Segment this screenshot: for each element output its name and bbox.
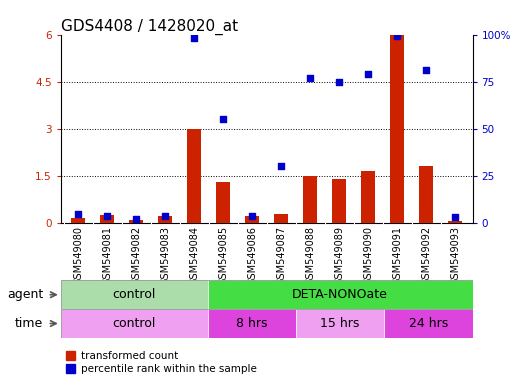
Bar [208,309,296,338]
Point [277,163,285,169]
Text: DETA-NONOate: DETA-NONOate [292,288,388,301]
Bar [245,217,259,223]
Text: control: control [112,317,156,330]
Bar [274,214,288,223]
Text: GSM549081: GSM549081 [102,226,112,285]
Text: GSM549093: GSM549093 [450,226,460,285]
Point [422,67,430,73]
Point [451,214,459,220]
Text: GSM549084: GSM549084 [189,226,199,285]
Bar [332,179,346,223]
Text: GSM549087: GSM549087 [276,226,286,285]
Text: GSM549083: GSM549083 [160,226,170,285]
Legend: transformed count, percentile rank within the sample: transformed count, percentile rank withi… [66,351,257,374]
Text: GSM549088: GSM549088 [305,226,315,285]
Bar [296,309,384,338]
Text: agent: agent [7,288,43,301]
Point [248,213,257,219]
Text: 8 hrs: 8 hrs [236,317,268,330]
Text: GDS4408 / 1428020_at: GDS4408 / 1428020_at [61,18,238,35]
Bar [384,309,473,338]
Text: control: control [112,288,156,301]
Bar [100,215,115,223]
Point [335,79,343,85]
Point [161,213,169,219]
Bar [361,171,375,223]
Bar [390,35,404,223]
Text: 24 hrs: 24 hrs [409,317,448,330]
Text: GSM549082: GSM549082 [131,226,141,285]
Bar [129,220,144,223]
Text: GSM549090: GSM549090 [363,226,373,285]
Text: GSM549085: GSM549085 [218,226,228,285]
Bar [61,280,208,309]
Text: time: time [15,317,43,330]
Point [132,216,140,222]
Point [306,75,314,81]
Text: GSM549086: GSM549086 [247,226,257,285]
Point [364,71,372,77]
Point [74,211,82,217]
Text: GSM549091: GSM549091 [392,226,402,285]
Bar [419,166,433,223]
Bar [61,309,208,338]
Point [219,116,228,122]
Bar [216,182,230,223]
Bar [187,129,201,223]
Text: GSM549080: GSM549080 [73,226,83,285]
Point [103,213,111,219]
Text: 15 hrs: 15 hrs [320,317,360,330]
Bar [71,218,86,223]
Text: GSM549092: GSM549092 [421,226,431,285]
Bar [303,176,317,223]
Text: GSM549089: GSM549089 [334,226,344,285]
Bar [208,280,473,309]
Point [190,35,199,41]
Bar [158,216,172,223]
Point [393,33,401,40]
Bar [448,220,463,223]
